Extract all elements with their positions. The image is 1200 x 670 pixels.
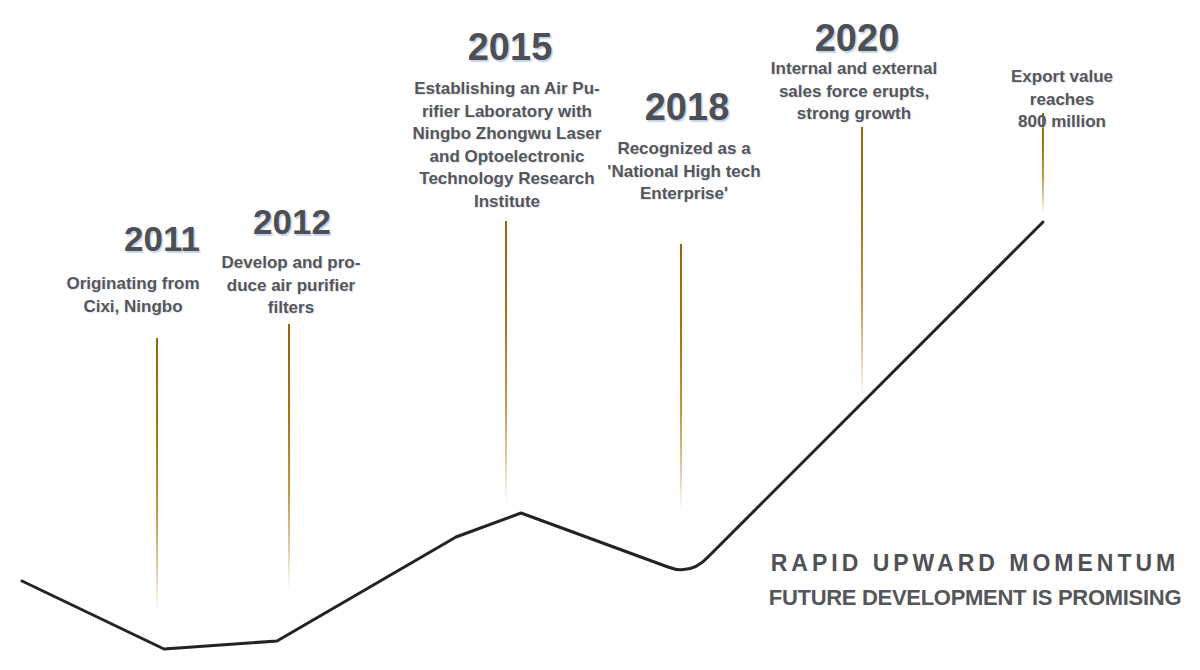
- milestone-year-2015: 2015: [468, 27, 553, 69]
- milestone-year-2018: 2018: [645, 87, 730, 129]
- tick-line-2012: [288, 324, 290, 590]
- milestone-year-2012: 2012: [253, 203, 331, 242]
- tick-line-2015: [505, 221, 507, 505]
- milestone-year-2011: 2011: [124, 220, 200, 259]
- slogan-line-1: RAPID UPWARD MOMENTUM: [769, 550, 1181, 576]
- milestone-desc-2012: Develop and pro- duce air purifier filte…: [222, 252, 361, 320]
- slogan-block: RAPID UPWARD MOMENTUM FUTURE DEVELOPMENT…: [769, 550, 1181, 610]
- tick-line-2011: [156, 338, 158, 612]
- milestone-desc-2015: Establishing an Air Pu- rifier Laborator…: [413, 78, 602, 213]
- slogan-line-2: FUTURE DEVELOPMENT IS PROMISING: [769, 586, 1181, 610]
- timeline-infographic: 2011 Originating from Cixi, Ningbo 2012 …: [0, 0, 1200, 670]
- tick-line-2018: [680, 244, 682, 512]
- milestone-desc-2011: Originating from Cixi, Ningbo: [66, 273, 199, 318]
- milestone-year-2020: 2020: [815, 18, 900, 60]
- milestone-desc-2018: Recognized as a 'National High tech Ente…: [607, 138, 760, 206]
- milestone-desc-export: Export value reaches 800 million: [993, 66, 1131, 134]
- tick-line-2020: [861, 127, 863, 397]
- milestone-desc-2020: Internal and external sales force erupts…: [771, 58, 937, 126]
